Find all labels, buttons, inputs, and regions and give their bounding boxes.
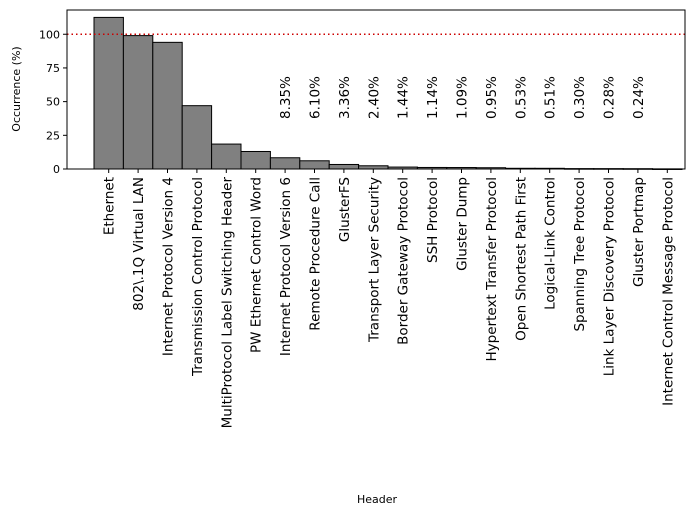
- x-tick-label: SSH Protocol: [425, 177, 441, 263]
- bars-layer: [93, 16, 683, 170]
- bar: [152, 41, 183, 170]
- bar-annotation: 0.51%: [543, 76, 559, 119]
- x-tick-label: Open Shortest Path First: [513, 177, 529, 341]
- x-tick-label: MultiProtocol Label Switching Header: [219, 177, 235, 429]
- bar: [299, 160, 330, 170]
- annotations-layer: 8.35% 6.10% 3.36% 2.40% 1.44% 1.14% 1.09% 0.95%…: [278, 76, 647, 119]
- x-tick-label: Transport Layer Security: [366, 177, 382, 343]
- y-tick-label: 25: [46, 129, 60, 142]
- bar-annotation: 3.36%: [337, 76, 353, 119]
- y-tick-label: 75: [46, 62, 60, 75]
- plot-frame: [66, 9, 686, 170]
- bar-annotation: 0.53%: [513, 76, 529, 119]
- bar-annotation: 0.95%: [484, 76, 500, 119]
- axes-layer: 0 25 50 75 100 Ethernet 802\.1Q Virtual LAN Int…: [39, 9, 686, 429]
- bar-annotation: 0.30%: [572, 76, 588, 119]
- x-tick-label: Ethernet: [102, 177, 118, 235]
- x-axis-title: Header: [357, 493, 398, 506]
- x-tick-label: Link Layer Discovery Protocol: [602, 177, 618, 376]
- bar-annotation: 2.40%: [366, 76, 382, 119]
- bar: [122, 35, 154, 170]
- x-tick-label: Internet Control Message Protocol: [660, 177, 676, 406]
- bar-annotation: 1.09%: [455, 76, 471, 119]
- x-tick-label: Transmission Control Protocol: [190, 177, 206, 377]
- x-tick-label: Gluster Dump: [455, 177, 471, 271]
- x-tick-label: Hypertext Transfer Protocol: [484, 177, 500, 361]
- bar-annotation: 1.14%: [425, 76, 441, 119]
- bar-annotation: 1.44%: [396, 76, 412, 119]
- x-tick-label: Internet Protocol Version 6: [278, 177, 294, 356]
- bar: [93, 16, 124, 170]
- bar-annotation: 0.28%: [602, 76, 618, 119]
- bar: [328, 163, 360, 170]
- x-tick-label: Remote Procedure Call: [308, 177, 324, 331]
- x-tick-label: Border Gateway Protocol: [396, 177, 412, 345]
- y-tick-label: 50: [46, 96, 60, 109]
- bar-annotation: 6.10%: [308, 76, 324, 119]
- x-tick-label: Spanning Tree Protocol: [572, 177, 588, 332]
- x-tick-label: Logical-Link Control: [543, 177, 559, 310]
- y-axis-title: Occurrence (%): [10, 46, 23, 131]
- bar: [211, 143, 242, 170]
- x-tick-label: 802\.1Q Virtual LAN: [131, 177, 147, 311]
- bar-annotation: 8.35%: [278, 76, 294, 119]
- y-tick-label: 0: [53, 163, 60, 176]
- y-tick-label: 100: [39, 28, 60, 41]
- x-tick-label: Internet Protocol Version 4: [161, 177, 177, 356]
- bar: [181, 105, 213, 170]
- bar: [240, 150, 271, 170]
- bar-annotation: 0.24%: [631, 76, 647, 119]
- bar: [269, 157, 301, 170]
- x-tick-label: PW Ethernet Control Word: [249, 177, 265, 353]
- x-tick-label: GlusterFS: [337, 177, 353, 242]
- x-tick-label: Gluster Portmap: [631, 177, 647, 287]
